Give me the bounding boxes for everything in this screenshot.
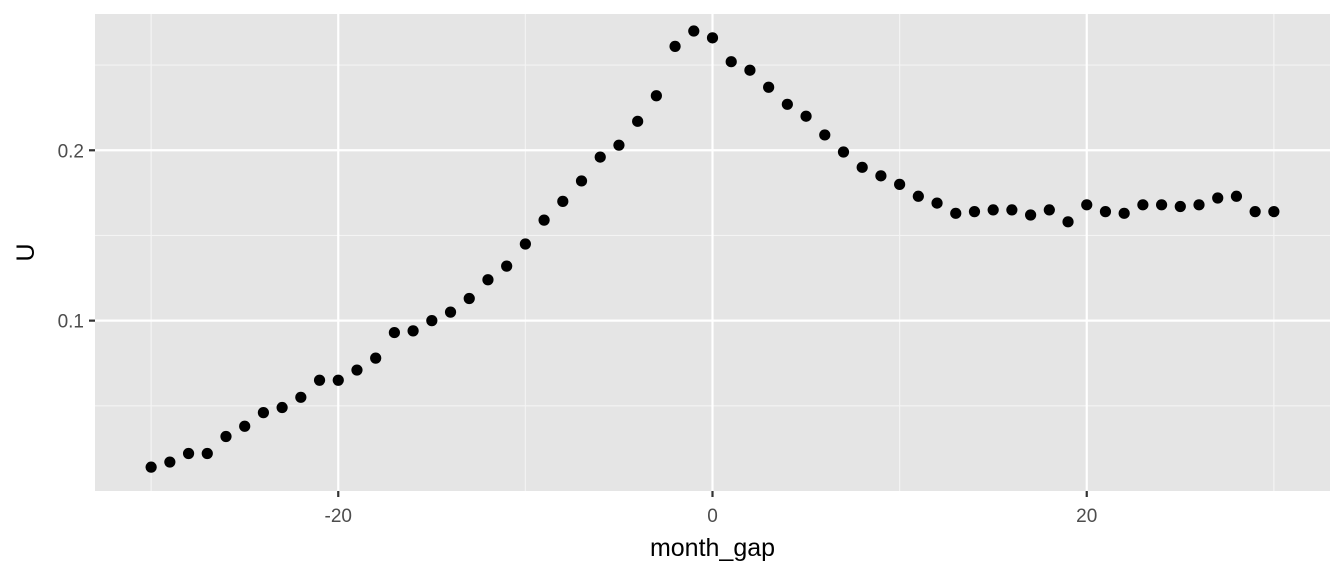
data-point	[557, 195, 569, 207]
data-points	[145, 25, 1280, 473]
data-point	[538, 214, 550, 226]
data-point	[1193, 199, 1205, 211]
data-point	[632, 115, 644, 127]
data-point	[1230, 190, 1243, 202]
data-point	[1268, 206, 1280, 218]
data-point	[1099, 206, 1112, 218]
x-tick-label: 20	[1076, 506, 1097, 527]
data-point	[669, 40, 681, 52]
data-point	[856, 161, 868, 173]
x-axis: -20 0 20	[325, 491, 1097, 527]
y-axis: 0.1 0.2	[58, 141, 95, 333]
data-point	[482, 274, 494, 286]
data-point	[1062, 216, 1074, 228]
data-point	[201, 447, 213, 460]
data-point	[239, 420, 251, 432]
data-point	[931, 197, 943, 209]
data-point	[257, 407, 270, 419]
data-point	[763, 81, 775, 93]
x-axis-title: month_gap	[650, 534, 775, 562]
data-point	[182, 447, 195, 460]
data-point	[295, 391, 307, 403]
data-point	[313, 374, 326, 386]
data-point	[613, 139, 625, 151]
data-point	[388, 326, 400, 339]
data-point	[276, 401, 288, 414]
data-point	[837, 146, 850, 158]
data-point	[688, 25, 700, 37]
data-point	[164, 456, 176, 468]
data-point	[145, 461, 157, 473]
data-point	[650, 90, 662, 102]
y-tick-label: 0.2	[58, 141, 84, 162]
data-point	[519, 238, 531, 250]
data-point	[800, 110, 812, 122]
data-point	[987, 204, 999, 216]
data-point	[1212, 192, 1224, 204]
data-point	[1025, 209, 1037, 221]
data-point	[463, 292, 475, 305]
data-point	[1249, 206, 1261, 218]
data-point	[426, 315, 438, 327]
data-point	[744, 64, 756, 76]
major-gridlines	[95, 14, 1330, 491]
data-point	[1155, 199, 1168, 211]
data-point	[332, 374, 344, 386]
data-point	[1081, 199, 1093, 211]
data-point	[950, 207, 962, 219]
data-point	[594, 151, 606, 163]
data-point	[894, 178, 906, 190]
data-point	[875, 170, 887, 182]
y-axis-title: U	[12, 243, 40, 261]
data-point	[1006, 204, 1018, 216]
data-point	[725, 56, 737, 68]
data-point	[1043, 204, 1055, 216]
data-point	[1118, 207, 1130, 219]
data-point	[1137, 199, 1149, 211]
data-point	[706, 32, 719, 44]
data-point	[444, 306, 457, 318]
data-point	[575, 175, 588, 187]
data-point	[351, 364, 363, 376]
x-tick-label: 0	[707, 506, 718, 527]
data-point	[407, 325, 419, 337]
data-point	[220, 430, 232, 443]
x-tick-label: -20	[325, 506, 352, 527]
data-point	[912, 190, 924, 202]
data-point	[1174, 200, 1186, 213]
data-point	[819, 129, 831, 141]
data-point	[781, 98, 793, 110]
data-point	[968, 206, 981, 218]
y-tick-label: 0.1	[58, 312, 84, 333]
data-point	[501, 260, 513, 272]
data-point	[370, 352, 382, 364]
